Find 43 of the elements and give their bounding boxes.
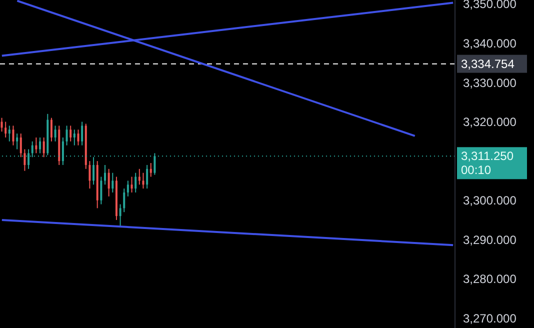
- candlestick: [81, 121, 84, 146]
- candlestick: [108, 168, 110, 197]
- candlestick: [16, 133, 18, 150]
- candlestick: [142, 172, 144, 190]
- candlestick: [104, 164, 106, 186]
- candlestick: [4, 121, 7, 138]
- candlestick: [20, 133, 22, 158]
- candlestick: [123, 188, 126, 213]
- candlestick: [50, 117, 52, 142]
- candlestick: [134, 172, 137, 193]
- ref-line-label: 3,311.250: [461, 149, 514, 164]
- y-tick-label: 3,340.000: [463, 36, 517, 50]
- candlestick: [77, 129, 80, 146]
- candlestick: [54, 125, 56, 142]
- candlestick: [73, 129, 76, 146]
- candlestick: [42, 136, 45, 158]
- candlestick: [100, 176, 102, 205]
- y-tick-label: 3,280.000: [463, 272, 517, 286]
- candlestick: [138, 168, 140, 186]
- candlestick: [112, 172, 114, 193]
- candlestick: [88, 160, 91, 190]
- y-tick-label: 3,290.000: [463, 232, 517, 247]
- candlestick: [8, 125, 10, 142]
- y-tick-label: 3,350.000: [463, 0, 517, 12]
- ref-line-label: 3,334.754: [461, 56, 515, 71]
- y-tick-label: 3,270.000: [463, 311, 517, 326]
- candlestick: [12, 125, 14, 146]
- candlestick: [66, 125, 68, 146]
- candlestick: [39, 136, 41, 154]
- candlestick: [35, 136, 38, 154]
- y-tick-label: 3,320.000: [463, 115, 517, 130]
- candlestick: [130, 176, 133, 193]
- candlestick: [119, 204, 122, 228]
- candlestick: [126, 180, 129, 197]
- candlestick: [24, 148, 26, 172]
- candlestick: [92, 156, 95, 186]
- y-tick-label: 3,330.000: [463, 76, 517, 90]
- candlestick: [70, 125, 72, 142]
- candlestick: [146, 164, 148, 190]
- y-tick-label: 3,300.000: [463, 194, 517, 208]
- candlestick: [0, 117, 3, 132]
- candlestick: [150, 162, 152, 178]
- text: 00:10: [461, 163, 492, 178]
